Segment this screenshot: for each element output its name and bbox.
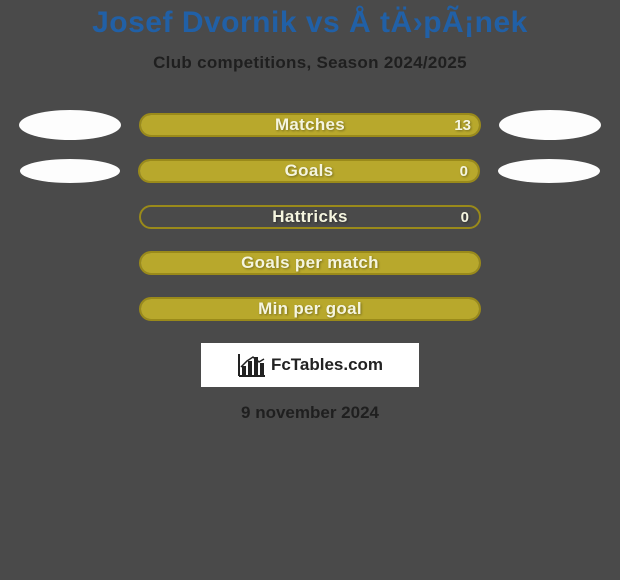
stat-value: 0	[460, 161, 468, 181]
stat-row: Goals per match	[0, 251, 620, 275]
left-disc	[20, 159, 120, 183]
subtitle: Club competitions, Season 2024/2025	[0, 53, 620, 73]
stat-row: Min per goal	[0, 297, 620, 321]
stat-row: Hattricks0	[0, 205, 620, 229]
stat-bar: Hattricks0	[139, 205, 481, 229]
stat-bar: Matches13	[139, 113, 481, 137]
comparison-bars: Matches13Goals0Hattricks0Goals per match…	[0, 113, 620, 321]
stat-label: Matches	[141, 115, 479, 135]
stat-label: Goals per match	[141, 253, 479, 273]
stat-value: 13	[454, 115, 471, 135]
stat-label: Hattricks	[141, 207, 479, 227]
page-title: Josef Dvornik vs Å tÄ›pÃ¡nek	[0, 6, 620, 39]
left-disc	[19, 110, 121, 140]
stat-bar: Goals0	[138, 159, 480, 183]
logo-text: FcTables.com	[271, 355, 383, 375]
stat-bar: Min per goal	[139, 297, 481, 321]
stat-row: Goals0	[0, 159, 620, 183]
right-disc	[499, 110, 601, 140]
stat-row: Matches13	[0, 113, 620, 137]
stat-label: Min per goal	[141, 299, 479, 319]
date-line: 9 november 2024	[0, 403, 620, 423]
fctables-logo[interactable]: FcTables.com	[201, 343, 419, 387]
stat-bar: Goals per match	[139, 251, 481, 275]
stat-value: 0	[461, 207, 469, 227]
stat-label: Goals	[140, 161, 478, 181]
bar-chart-icon	[237, 352, 267, 378]
right-disc	[498, 159, 600, 183]
